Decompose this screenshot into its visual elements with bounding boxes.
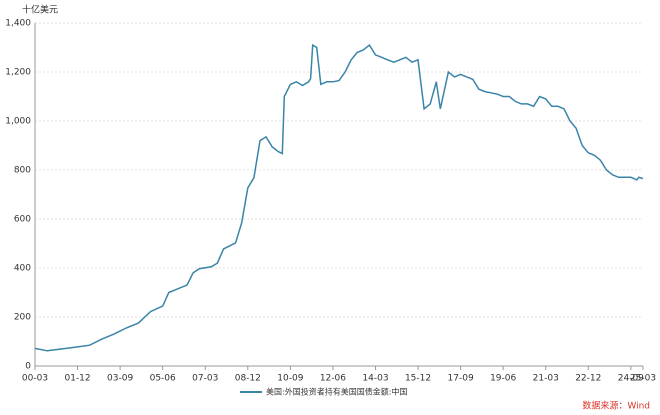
- source: 数据来源：Wind: [582, 400, 650, 412]
- y-tick-label: 200: [14, 313, 31, 323]
- x-tick-label: 14-03: [362, 374, 388, 384]
- x-tick-label: 24-09: [618, 374, 644, 384]
- x-tick-label: 22-12: [575, 374, 601, 384]
- x-tick-label: 15-12: [405, 374, 431, 384]
- x-tick-label: 00-03: [22, 374, 48, 384]
- x-tick-label: 19-06: [490, 374, 516, 384]
- y-tick-label: 1,200: [5, 68, 31, 78]
- y-tick-label: 800: [14, 166, 31, 176]
- x-tick-label: 10-09: [277, 374, 303, 384]
- y-tick-label: 0: [25, 362, 31, 372]
- y-tick-label: 600: [14, 215, 31, 225]
- x-tick-label: 08-12: [235, 374, 261, 384]
- legend-label: 美国:外国投资者持有美国国债金额:中国: [266, 387, 407, 397]
- y-tick-label: 1,000: [5, 117, 31, 127]
- x-tick-label: 07-03: [192, 374, 218, 384]
- x-tick-label: 01-12: [64, 374, 90, 384]
- unit-label: 十亿美元: [22, 4, 58, 16]
- x-tick-label: 17-09: [448, 374, 474, 384]
- y-tick-label: 400: [14, 264, 31, 274]
- x-tick-label: 25-03: [630, 374, 656, 384]
- x-tick-label: 21-03: [533, 374, 559, 384]
- series-line: [34, 43, 644, 352]
- y-tick-label: 1,400: [5, 19, 31, 29]
- x-tick-label: 12-06: [320, 374, 346, 384]
- x-tick-label: 05-06: [150, 374, 176, 384]
- x-tick-label: 03-09: [107, 374, 133, 384]
